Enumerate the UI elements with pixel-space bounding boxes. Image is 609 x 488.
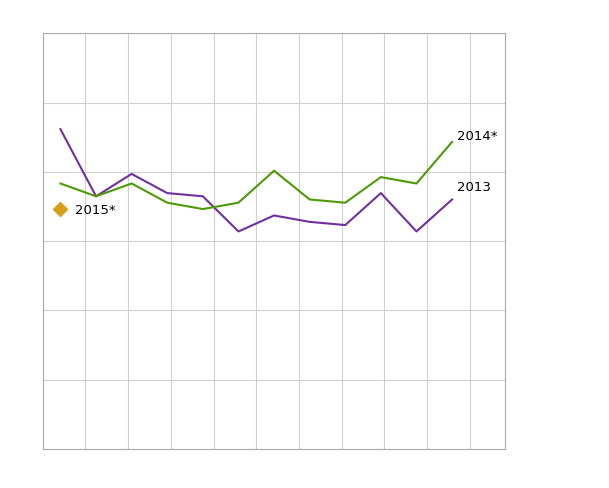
Text: 2015*: 2015* — [75, 203, 115, 216]
Text: 2014*: 2014* — [457, 130, 498, 143]
Text: 2013: 2013 — [457, 181, 491, 194]
